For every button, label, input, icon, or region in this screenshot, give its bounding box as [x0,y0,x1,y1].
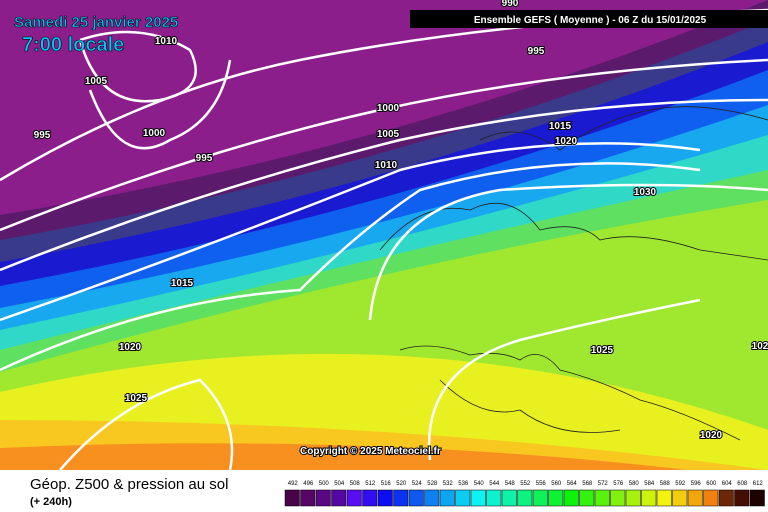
colorbar-swatch [625,489,641,507]
isobar-label: 995 [528,46,545,57]
colorbar-label: 528 [427,481,438,487]
colorbar-label: 612 [753,481,764,487]
colorbar-swatch [501,489,517,507]
colorbar-swatch [517,489,533,507]
colorbar-label: 536 [458,481,469,487]
colorbar-label: 604 [722,481,733,487]
colorbar-label: 572 [598,481,609,487]
colorbar-label: 580 [629,481,640,487]
isobar-label: 1010 [155,36,178,47]
isobar-label: 1025 [591,345,614,356]
isobar-label: 1025 [125,393,148,404]
colorbar-label: 492 [288,481,299,487]
isobars [0,8,768,471]
isobar-label: 102 [752,341,768,352]
colorbar-swatch [470,489,486,507]
isobar-label: 1005 [377,129,400,140]
colorbar-swatch [672,489,688,507]
isobar-label: 1020 [700,430,723,441]
colorbar-swatch [532,489,548,507]
colorbar-label: 576 [613,481,624,487]
colorbar-swatch [284,489,300,507]
colorbar-swatch [563,489,579,507]
colorbar-swatch [300,489,316,507]
colorbar-swatch [346,489,362,507]
colorbar-label: 548 [505,481,516,487]
colorbar-swatch [749,489,765,507]
colorbar-swatch [610,489,626,507]
colorbar-swatch [331,489,347,507]
colorbar: 492 496 500 504 508 512 516 520 524 528 532 536 540 5… [284,481,765,507]
colorbar-swatch [439,489,455,507]
colorbar-label: 512 [365,481,376,487]
colorbar-swatch [687,489,703,507]
colorbar-swatch [377,489,393,507]
colorbar-swatch [362,489,378,507]
colorbar-swatch [594,489,610,507]
copyright: Copyright © 2025 Meteociel.fr [300,446,441,457]
colorbar-swatch [408,489,424,507]
isobar-label: 990 [502,0,519,9]
isobar-label: 1020 [119,342,142,353]
colorbar-swatch [424,489,440,507]
colorbar-label: 564 [567,481,578,487]
colorbar-label: 504 [334,481,345,487]
colorbar-label: 608 [737,481,748,487]
colorbar-label: 584 [644,481,655,487]
colorbar-swatch [455,489,471,507]
lead-time: (+ 240h) [30,496,72,508]
date: Samedi 25 janvier 2025 [14,14,178,31]
colorbar-label: 524 [412,481,423,487]
colorbar-label: 540 [474,481,485,487]
isobar-label: 1000 [377,103,400,114]
colorbar-label: 556 [536,481,547,487]
colorbar-swatch [486,489,502,507]
colorbar-swatch [548,489,564,507]
isobar-label: 1000 [143,128,166,139]
colorbar-swatch [315,489,331,507]
colorbar-label: 508 [350,481,361,487]
isobar-label: 995 [196,153,213,164]
footer-title: Géop. Z500 & pression au sol [30,476,228,493]
colorbar-swatch [579,489,595,507]
isobar-label: 1005 [85,76,108,87]
colorbar-label: 600 [706,481,717,487]
isobar-label: 1015 [171,278,194,289]
isobar-label: 1010 [375,160,398,171]
colorbar-label: 596 [691,481,702,487]
colorbar-label: 552 [520,481,531,487]
isobar-label: 1015 [549,121,572,132]
model-title: Ensemble GEFS ( Moyenne ) - 06 Z du 15/0… [474,15,707,26]
colorbar-label: 568 [582,481,593,487]
colorbar-swatch [734,489,750,507]
colorbar-swatch [703,489,719,507]
colorbar-label: 544 [489,481,500,487]
colorbar-label: 592 [675,481,686,487]
colorbar-label: 500 [319,481,330,487]
colorbar-label: 588 [660,481,671,487]
colorbar-label: 516 [381,481,392,487]
colorbar-label: 520 [396,481,407,487]
colorbar-swatch [656,489,672,507]
isobar-label: 1020 [555,136,578,147]
colorbar-label: 532 [443,481,454,487]
time: 7:00 locale [22,34,124,56]
isobar-label: 1030 [634,187,657,198]
colorbar-swatch [393,489,409,507]
colorbar-swatch [641,489,657,507]
isobar-label: 1015 [549,121,572,132]
colorbar-label: 560 [551,481,562,487]
colorbar-swatch [718,489,734,507]
isobar-label: 995 [34,130,51,141]
model-banner [410,10,768,28]
z500-band [0,443,768,480]
colorbar-label: 496 [303,481,314,487]
